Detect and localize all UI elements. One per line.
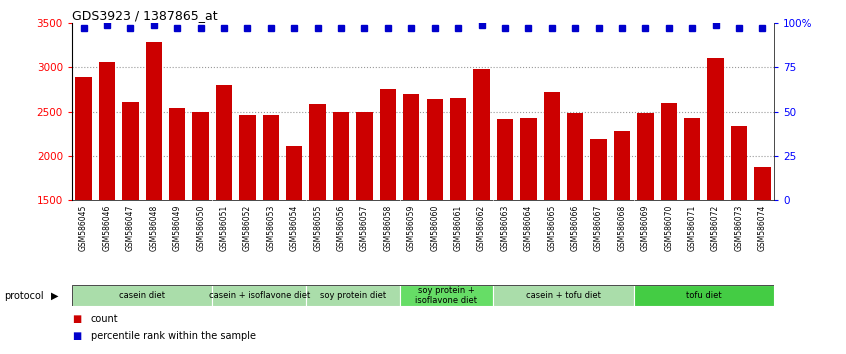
Text: GSM586057: GSM586057 (360, 204, 369, 251)
Bar (684, 118, 700, 333)
Text: GSM586048: GSM586048 (150, 204, 158, 251)
Text: GSM586063: GSM586063 (501, 204, 509, 251)
Bar (356, 112, 373, 333)
Bar (399, 285, 493, 306)
Text: GSM586074: GSM586074 (758, 204, 766, 251)
Bar (613, 131, 630, 333)
Text: soy protein diet: soy protein diet (320, 291, 386, 300)
Text: tofu diet: tofu diet (686, 291, 722, 300)
Text: GSM586046: GSM586046 (102, 204, 112, 251)
Bar (731, 126, 747, 333)
Text: count: count (91, 314, 118, 324)
Text: GSM586061: GSM586061 (453, 204, 463, 251)
Bar (567, 113, 584, 333)
Bar (591, 139, 607, 333)
Text: GSM586049: GSM586049 (173, 204, 182, 251)
Text: GSM586069: GSM586069 (641, 204, 650, 251)
Bar (216, 85, 233, 333)
Text: GSM586045: GSM586045 (80, 204, 88, 251)
Text: GSM586058: GSM586058 (383, 204, 393, 251)
Bar (72, 285, 212, 306)
Text: GSM586066: GSM586066 (571, 204, 580, 251)
Text: GSM586068: GSM586068 (618, 204, 626, 251)
Text: GSM586067: GSM586067 (594, 204, 603, 251)
Text: GSM586062: GSM586062 (477, 204, 486, 251)
Bar (426, 99, 443, 333)
Bar (99, 62, 115, 333)
Bar (661, 103, 677, 333)
Bar (310, 104, 326, 333)
Bar (707, 58, 724, 333)
Text: protocol: protocol (4, 291, 44, 301)
Text: casein + isoflavone diet: casein + isoflavone diet (208, 291, 310, 300)
Bar (450, 98, 466, 333)
Text: percentile rank within the sample: percentile rank within the sample (91, 331, 255, 341)
Text: GSM586056: GSM586056 (337, 204, 345, 251)
Bar (306, 285, 399, 306)
Text: ■: ■ (72, 314, 81, 324)
Bar (403, 94, 420, 333)
Bar (192, 112, 209, 333)
Bar (380, 88, 396, 333)
Text: ▶: ▶ (51, 291, 58, 301)
Bar (239, 115, 255, 333)
Bar (75, 77, 92, 333)
Bar (122, 102, 139, 333)
Text: GSM586053: GSM586053 (266, 204, 275, 251)
Text: casein + tofu diet: casein + tofu diet (526, 291, 601, 300)
Text: GSM586064: GSM586064 (524, 204, 533, 251)
Text: soy protein +
isoflavone diet: soy protein + isoflavone diet (415, 286, 477, 305)
Text: GSM586054: GSM586054 (290, 204, 299, 251)
Bar (262, 115, 279, 333)
Bar (286, 146, 303, 333)
Bar (169, 108, 185, 333)
Bar (634, 285, 774, 306)
Text: GSM586071: GSM586071 (688, 204, 696, 251)
Bar (473, 69, 490, 333)
Bar (543, 92, 560, 333)
Text: casein diet: casein diet (119, 291, 165, 300)
Bar (637, 113, 654, 333)
Bar (520, 118, 536, 333)
Text: GSM586050: GSM586050 (196, 204, 205, 251)
Bar (754, 167, 771, 333)
Text: GSM586052: GSM586052 (243, 204, 252, 251)
Text: GDS3923 / 1387865_at: GDS3923 / 1387865_at (72, 9, 217, 22)
Text: GSM586051: GSM586051 (220, 204, 228, 251)
Bar (332, 113, 349, 333)
Text: ■: ■ (72, 331, 81, 341)
Text: GSM586047: GSM586047 (126, 204, 135, 251)
Text: GSM586065: GSM586065 (547, 204, 556, 251)
Bar (497, 120, 514, 333)
Text: GSM586060: GSM586060 (431, 204, 439, 251)
Text: GSM586072: GSM586072 (711, 204, 720, 251)
Text: GSM586073: GSM586073 (734, 204, 744, 251)
Bar (212, 285, 306, 306)
Bar (493, 285, 634, 306)
Text: GSM586055: GSM586055 (313, 204, 322, 251)
Text: GSM586070: GSM586070 (664, 204, 673, 251)
Text: GSM586059: GSM586059 (407, 204, 415, 251)
Bar (146, 42, 162, 333)
